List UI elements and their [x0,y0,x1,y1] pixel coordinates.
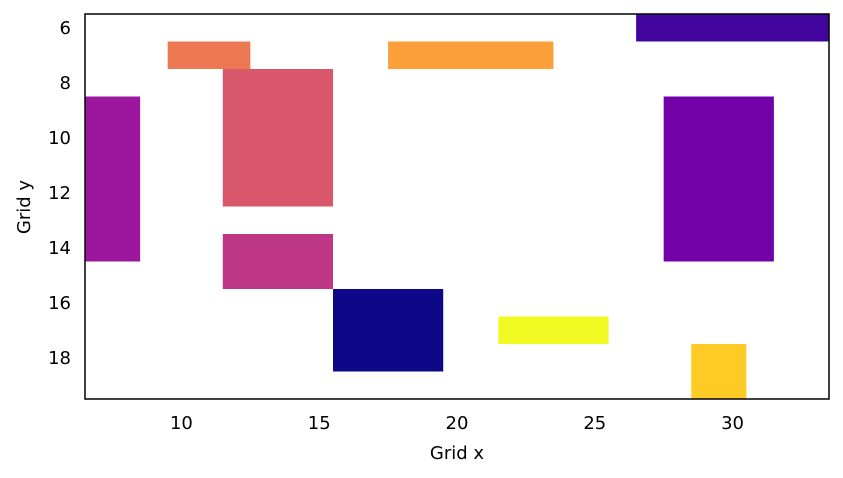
grid-cell-4 [85,96,141,262]
y-tick-label: 6 [60,18,71,39]
y-axis-label: Grid y [14,180,35,234]
grid-cell-2 [388,41,554,69]
y-tick-label: 8 [60,73,71,94]
y-tick-labels: 6 8 10 12 14 16 18 [48,18,71,369]
grid-cell-5 [663,96,774,262]
x-tick-labels: 10 15 20 25 30 [170,413,744,434]
y-tick-label: 14 [48,238,71,259]
y-tick-label: 12 [48,183,71,204]
x-tick-label: 25 [583,413,606,434]
y-tick-label: 18 [48,348,71,369]
grid-cell-8 [498,316,609,344]
cell-layer [85,14,829,399]
grid-cell-1 [167,41,251,69]
plot-frame [84,13,830,400]
grid-cell-7 [333,289,444,372]
grid-cell-9 [691,344,747,399]
grid-cell-6 [222,234,333,289]
y-tick-label: 10 [48,128,71,149]
x-tick-label: 15 [308,413,331,434]
x-axis-label: Grid x [430,443,484,464]
grid-cell-3 [222,69,333,207]
grid-cell-0 [636,14,829,42]
x-tick-label: 10 [170,413,193,434]
y-tick-label: 16 [48,293,71,314]
x-tick-label: 20 [446,413,469,434]
x-tick-label: 30 [721,413,744,434]
